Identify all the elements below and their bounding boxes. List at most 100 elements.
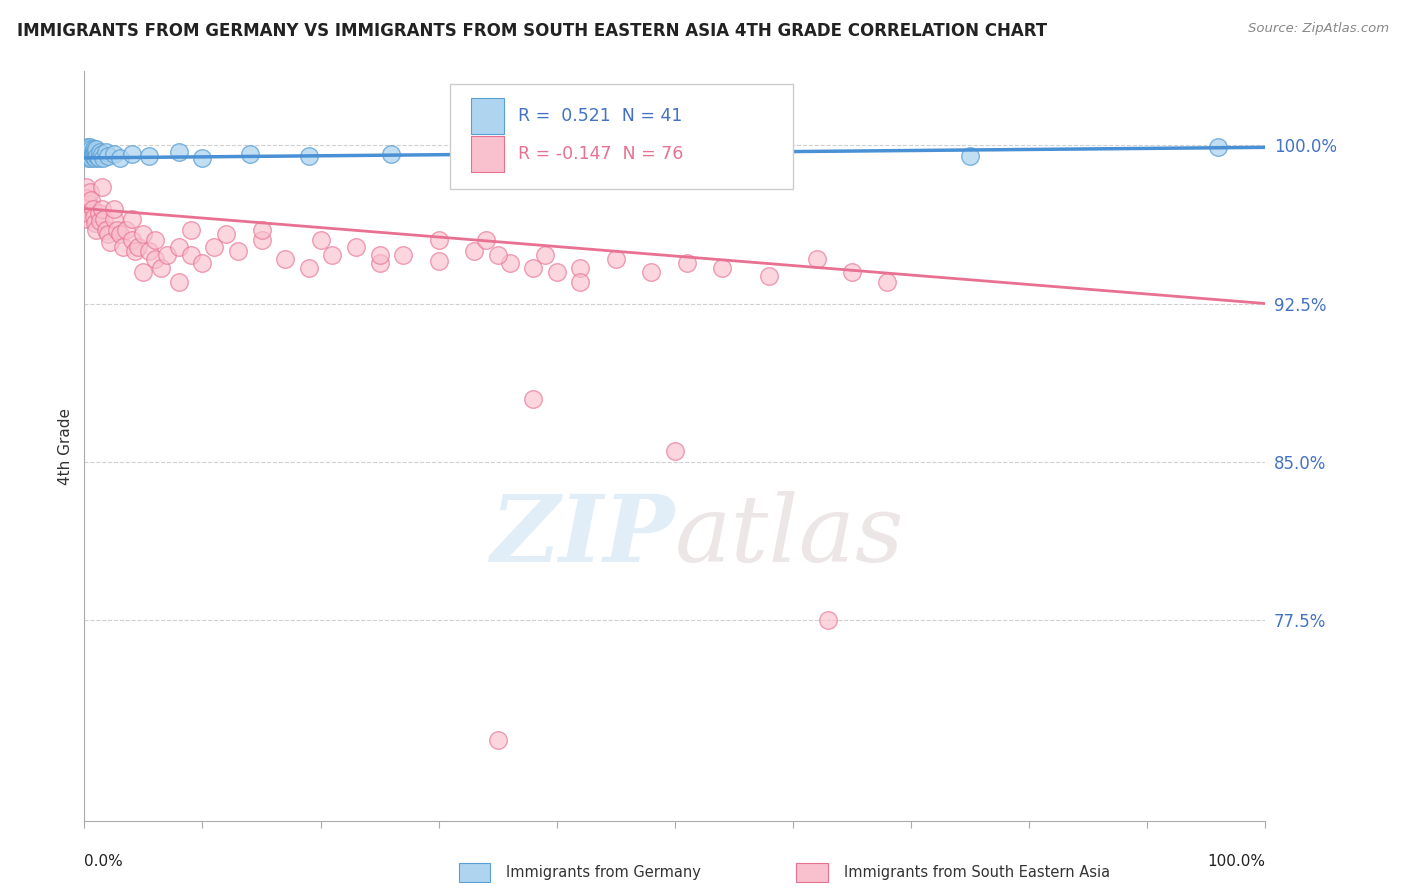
Point: [569, 260, 592, 275]
Point: [239, 146, 262, 161]
Point: [108, 227, 131, 241]
Point: [143, 252, 166, 267]
Point: [91, 180, 114, 194]
Point: [76, 212, 98, 227]
Point: [77, 146, 100, 161]
Point: [77, 151, 100, 165]
Point: [82, 149, 104, 163]
Point: [103, 146, 125, 161]
Point: [191, 151, 214, 165]
Point: [758, 269, 780, 284]
Point: [321, 248, 343, 262]
Point: [77, 149, 100, 163]
Point: [84, 145, 107, 159]
Point: [82, 145, 104, 159]
Point: [132, 265, 155, 279]
Point: [486, 248, 509, 262]
Point: [298, 149, 321, 163]
Point: [250, 233, 273, 247]
Point: [80, 151, 103, 165]
Point: [79, 146, 101, 161]
Point: [534, 248, 557, 262]
Point: [150, 260, 173, 275]
Point: [86, 149, 108, 163]
Point: [103, 202, 125, 216]
Text: Immigrants from Germany: Immigrants from Germany: [506, 865, 702, 880]
Point: [841, 265, 863, 279]
Point: [107, 222, 129, 236]
Text: 100.0%: 100.0%: [1208, 855, 1265, 870]
Point: [121, 233, 143, 247]
Point: [463, 244, 485, 258]
Text: Source: ZipAtlas.com: Source: ZipAtlas.com: [1249, 22, 1389, 36]
Point: [675, 256, 697, 270]
Point: [522, 260, 544, 275]
Point: [344, 239, 367, 253]
Point: [80, 193, 103, 207]
Point: [215, 227, 238, 241]
Point: [84, 216, 107, 230]
Point: [124, 244, 146, 258]
Text: Immigrants from South Eastern Asia: Immigrants from South Eastern Asia: [844, 865, 1109, 880]
Point: [77, 143, 100, 157]
Point: [427, 254, 450, 268]
Point: [640, 265, 662, 279]
Point: [226, 244, 249, 258]
Point: [75, 202, 97, 216]
Text: R =  0.521  N = 41: R = 0.521 N = 41: [517, 107, 682, 125]
Point: [817, 613, 839, 627]
Point: [143, 233, 166, 247]
Point: [180, 248, 202, 262]
Point: [121, 212, 143, 227]
Point: [89, 214, 111, 228]
Point: [84, 151, 107, 165]
Point: [368, 256, 391, 270]
Point: [76, 140, 98, 154]
Point: [392, 248, 415, 262]
Point: [1206, 140, 1229, 154]
Point: [79, 140, 101, 154]
Point: [876, 276, 898, 290]
Point: [76, 191, 98, 205]
Point: [77, 206, 100, 220]
Point: [522, 392, 544, 406]
Text: atlas: atlas: [675, 491, 904, 581]
Point: [75, 180, 97, 194]
Point: [83, 146, 105, 161]
Point: [191, 256, 214, 270]
Point: [84, 143, 107, 157]
Point: [427, 233, 450, 247]
Point: [91, 151, 114, 165]
Point: [132, 227, 155, 241]
Point: [84, 146, 107, 161]
Point: [94, 145, 117, 159]
Point: [94, 222, 117, 236]
Point: [108, 151, 131, 165]
Point: [76, 145, 98, 159]
Point: [91, 146, 114, 161]
Point: [167, 145, 190, 159]
Point: [959, 149, 981, 163]
Point: [83, 143, 105, 157]
Point: [138, 244, 160, 258]
Text: IMMIGRANTS FROM GERMANY VS IMMIGRANTS FROM SOUTH EASTERN ASIA 4TH GRADE CORRELAT: IMMIGRANTS FROM GERMANY VS IMMIGRANTS FR…: [17, 22, 1047, 40]
Point: [664, 444, 686, 458]
Point: [380, 146, 402, 161]
Point: [83, 210, 105, 224]
Point: [97, 227, 120, 241]
Point: [138, 149, 160, 163]
Y-axis label: 4th Grade: 4th Grade: [58, 408, 73, 484]
Point: [180, 222, 202, 236]
Point: [546, 265, 568, 279]
Text: ZIP: ZIP: [491, 491, 675, 581]
Point: [806, 252, 828, 267]
Point: [91, 202, 114, 216]
Point: [274, 252, 297, 267]
Point: [87, 206, 110, 220]
Point: [498, 256, 520, 270]
FancyBboxPatch shape: [450, 84, 793, 189]
Bar: [471, 136, 503, 172]
Point: [89, 145, 111, 159]
Point: [77, 145, 100, 159]
Point: [475, 233, 498, 247]
